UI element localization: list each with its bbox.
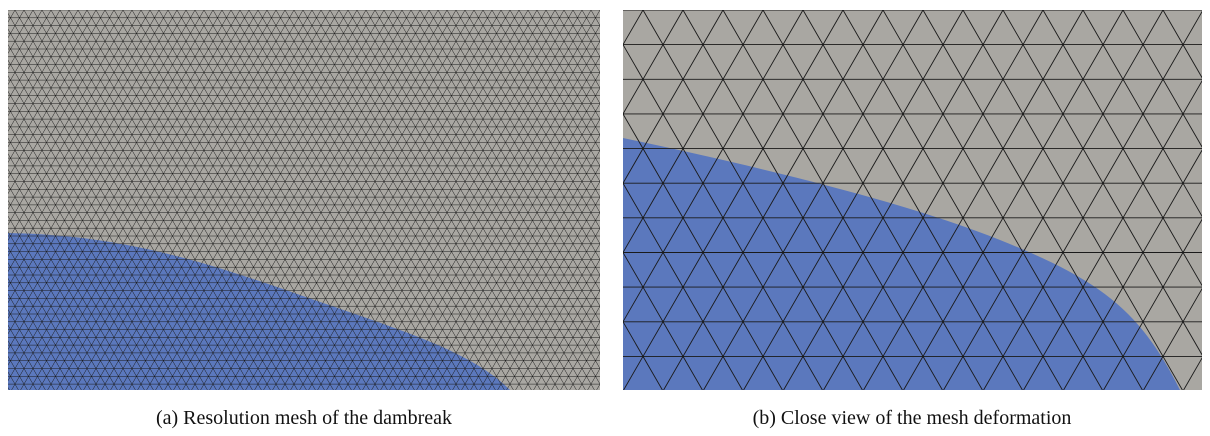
- caption: (b) Close view of the mesh deformation: [753, 407, 1072, 429]
- figure: (a) Resolution mesh of the dambreak (b) …: [0, 0, 1210, 436]
- caption: (a) Resolution mesh of the dambreak: [156, 407, 452, 429]
